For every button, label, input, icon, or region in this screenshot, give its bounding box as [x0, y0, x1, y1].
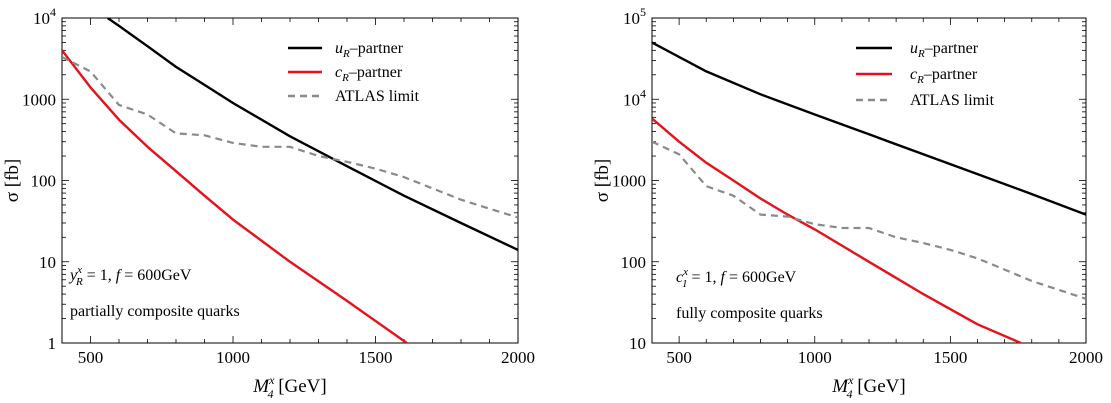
- y-tick-label: 104: [623, 86, 646, 109]
- y-tick-label: 10: [629, 334, 646, 353]
- x-tick-label: 500: [666, 348, 692, 367]
- y-tick-label: 1000: [612, 172, 646, 191]
- x-tick-label: 2000: [501, 348, 535, 367]
- chart-panel-right: 500 1000 1500 2000 10 100 1000 104 105 Mx 4 [GeV] σ…: [556, 0, 1111, 403]
- series-line-1: [652, 117, 1022, 343]
- chart-right: 500 1000 1500 2000 10 100 1000 104 105 Mx 4 [GeV] σ…: [592, 5, 1103, 401]
- x-axis-title: Mx 4 [GeV]: [831, 373, 905, 401]
- annotation-parameters: yx R = 1, f = 600GeV: [68, 264, 192, 288]
- y-axis-title: σ [fb]: [2, 159, 23, 202]
- legend-label-0: uR–partner: [335, 40, 404, 60]
- y-tick-label: 104: [33, 5, 56, 28]
- chart-panel-left: 500 1000 1500 2000 1 10 100 1000 104 Mx 4 [GeV] σ […: [2, 5, 535, 401]
- legend-label-2: ATLAS limit: [335, 88, 420, 105]
- legend-label-2: ATLAS limit: [910, 92, 995, 109]
- series-line-0: [652, 41, 1086, 216]
- plot-frame: [651, 17, 1087, 344]
- legend-label-1: cR–partner: [335, 64, 403, 84]
- legend-label-1: cR–partner: [910, 66, 978, 86]
- annotation-description: fully composite quarks: [676, 305, 823, 322]
- series-line-1: [62, 49, 408, 343]
- x-tick-label: 1000: [798, 348, 832, 367]
- y-tick-label: 10: [39, 253, 56, 272]
- y-tick-label: 100: [621, 253, 647, 272]
- y-tick-label: 1000: [22, 90, 56, 109]
- legend-label-0: uR–partner: [910, 40, 979, 60]
- series-line-2: [652, 140, 1086, 300]
- series-line-2: [62, 56, 518, 219]
- x-tick-label: 2000: [1069, 348, 1103, 367]
- y-tick-label: 1: [48, 334, 57, 353]
- series-line-0: [106, 18, 518, 251]
- y-tick-label: 105: [623, 5, 646, 28]
- x-tick-label: 500: [78, 348, 104, 367]
- annotation-parameters: cx 1 = 1, f = 600GeV: [676, 266, 797, 290]
- y-axis-title: σ [fb]: [592, 159, 613, 202]
- x-tick-label: 1500: [933, 348, 967, 367]
- annotation-description: partially composite quarks: [70, 303, 240, 320]
- x-tick-label: 1500: [359, 348, 393, 367]
- x-axis-title: Mx 4 [GeV]: [252, 373, 326, 401]
- x-tick-label: 1000: [216, 348, 250, 367]
- chart-left: 500 1000 1500 2000 1 10 100 1000 104 Mx 4 [GeV] σ […: [2, 5, 535, 401]
- y-tick-label: 100: [31, 172, 57, 191]
- plot-frame: [61, 17, 519, 344]
